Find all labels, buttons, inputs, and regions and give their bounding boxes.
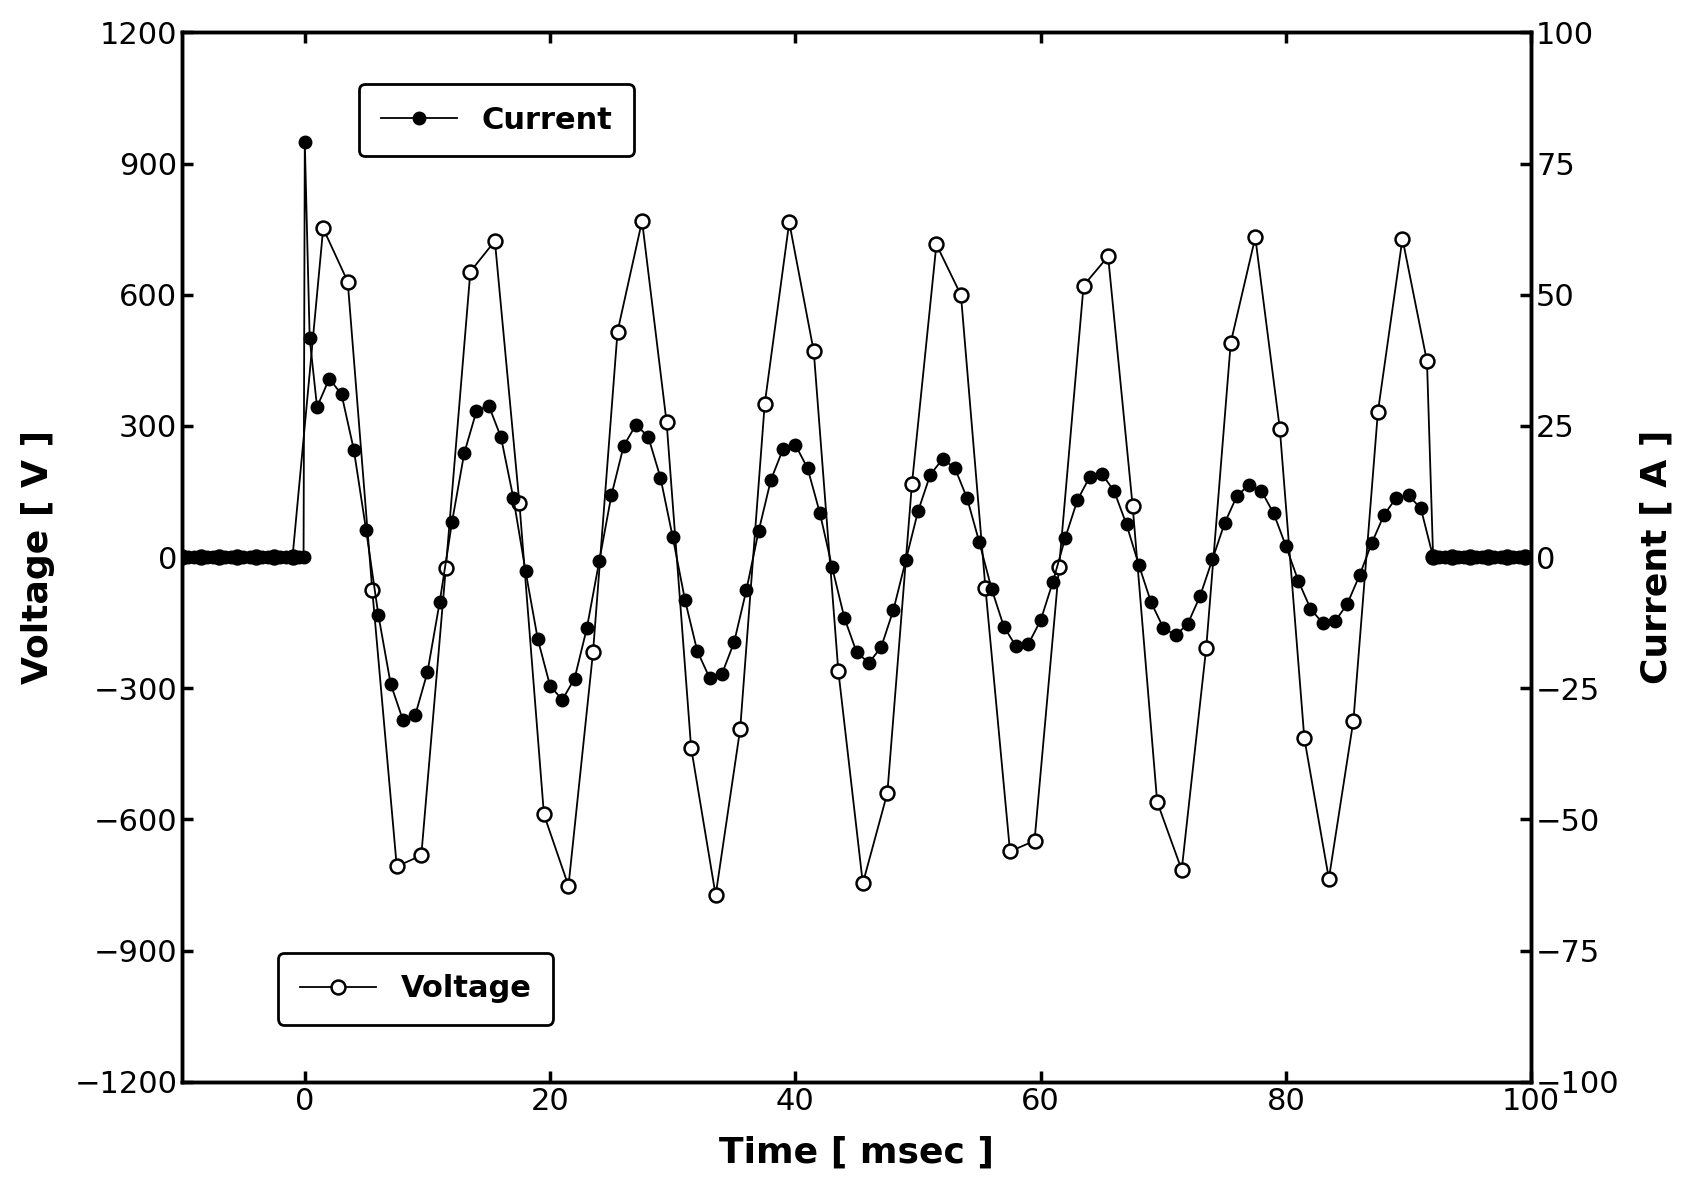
Current (1264, 506, 1284, 520)
Current (393, 713, 413, 727)
Current (674, 593, 695, 607)
Voltage (283, 550, 303, 564)
Line: Voltage: Voltage (174, 214, 1531, 902)
Current (552, 693, 573, 707)
Voltage (705, 888, 725, 902)
Current (1521, 550, 1542, 564)
Voltage (1514, 550, 1535, 564)
Current (859, 656, 879, 670)
X-axis label: Time [ msec ]: Time [ msec ] (720, 1135, 994, 1169)
Voltage (173, 550, 193, 564)
Current (295, 134, 315, 149)
Voltage (927, 237, 947, 251)
Voltage (1221, 336, 1242, 350)
Voltage (208, 550, 229, 564)
Current (639, 430, 659, 444)
Legend: Voltage: Voltage (278, 953, 552, 1025)
Line: Current: Current (176, 136, 1538, 726)
Voltage (632, 214, 652, 228)
Voltage (510, 496, 530, 511)
Voltage (363, 583, 383, 597)
Y-axis label: Current [ A ]: Current [ A ] (1640, 430, 1674, 684)
Y-axis label: Voltage [ V ]: Voltage [ V ] (20, 430, 54, 684)
Current (173, 550, 193, 564)
Current (246, 550, 266, 564)
